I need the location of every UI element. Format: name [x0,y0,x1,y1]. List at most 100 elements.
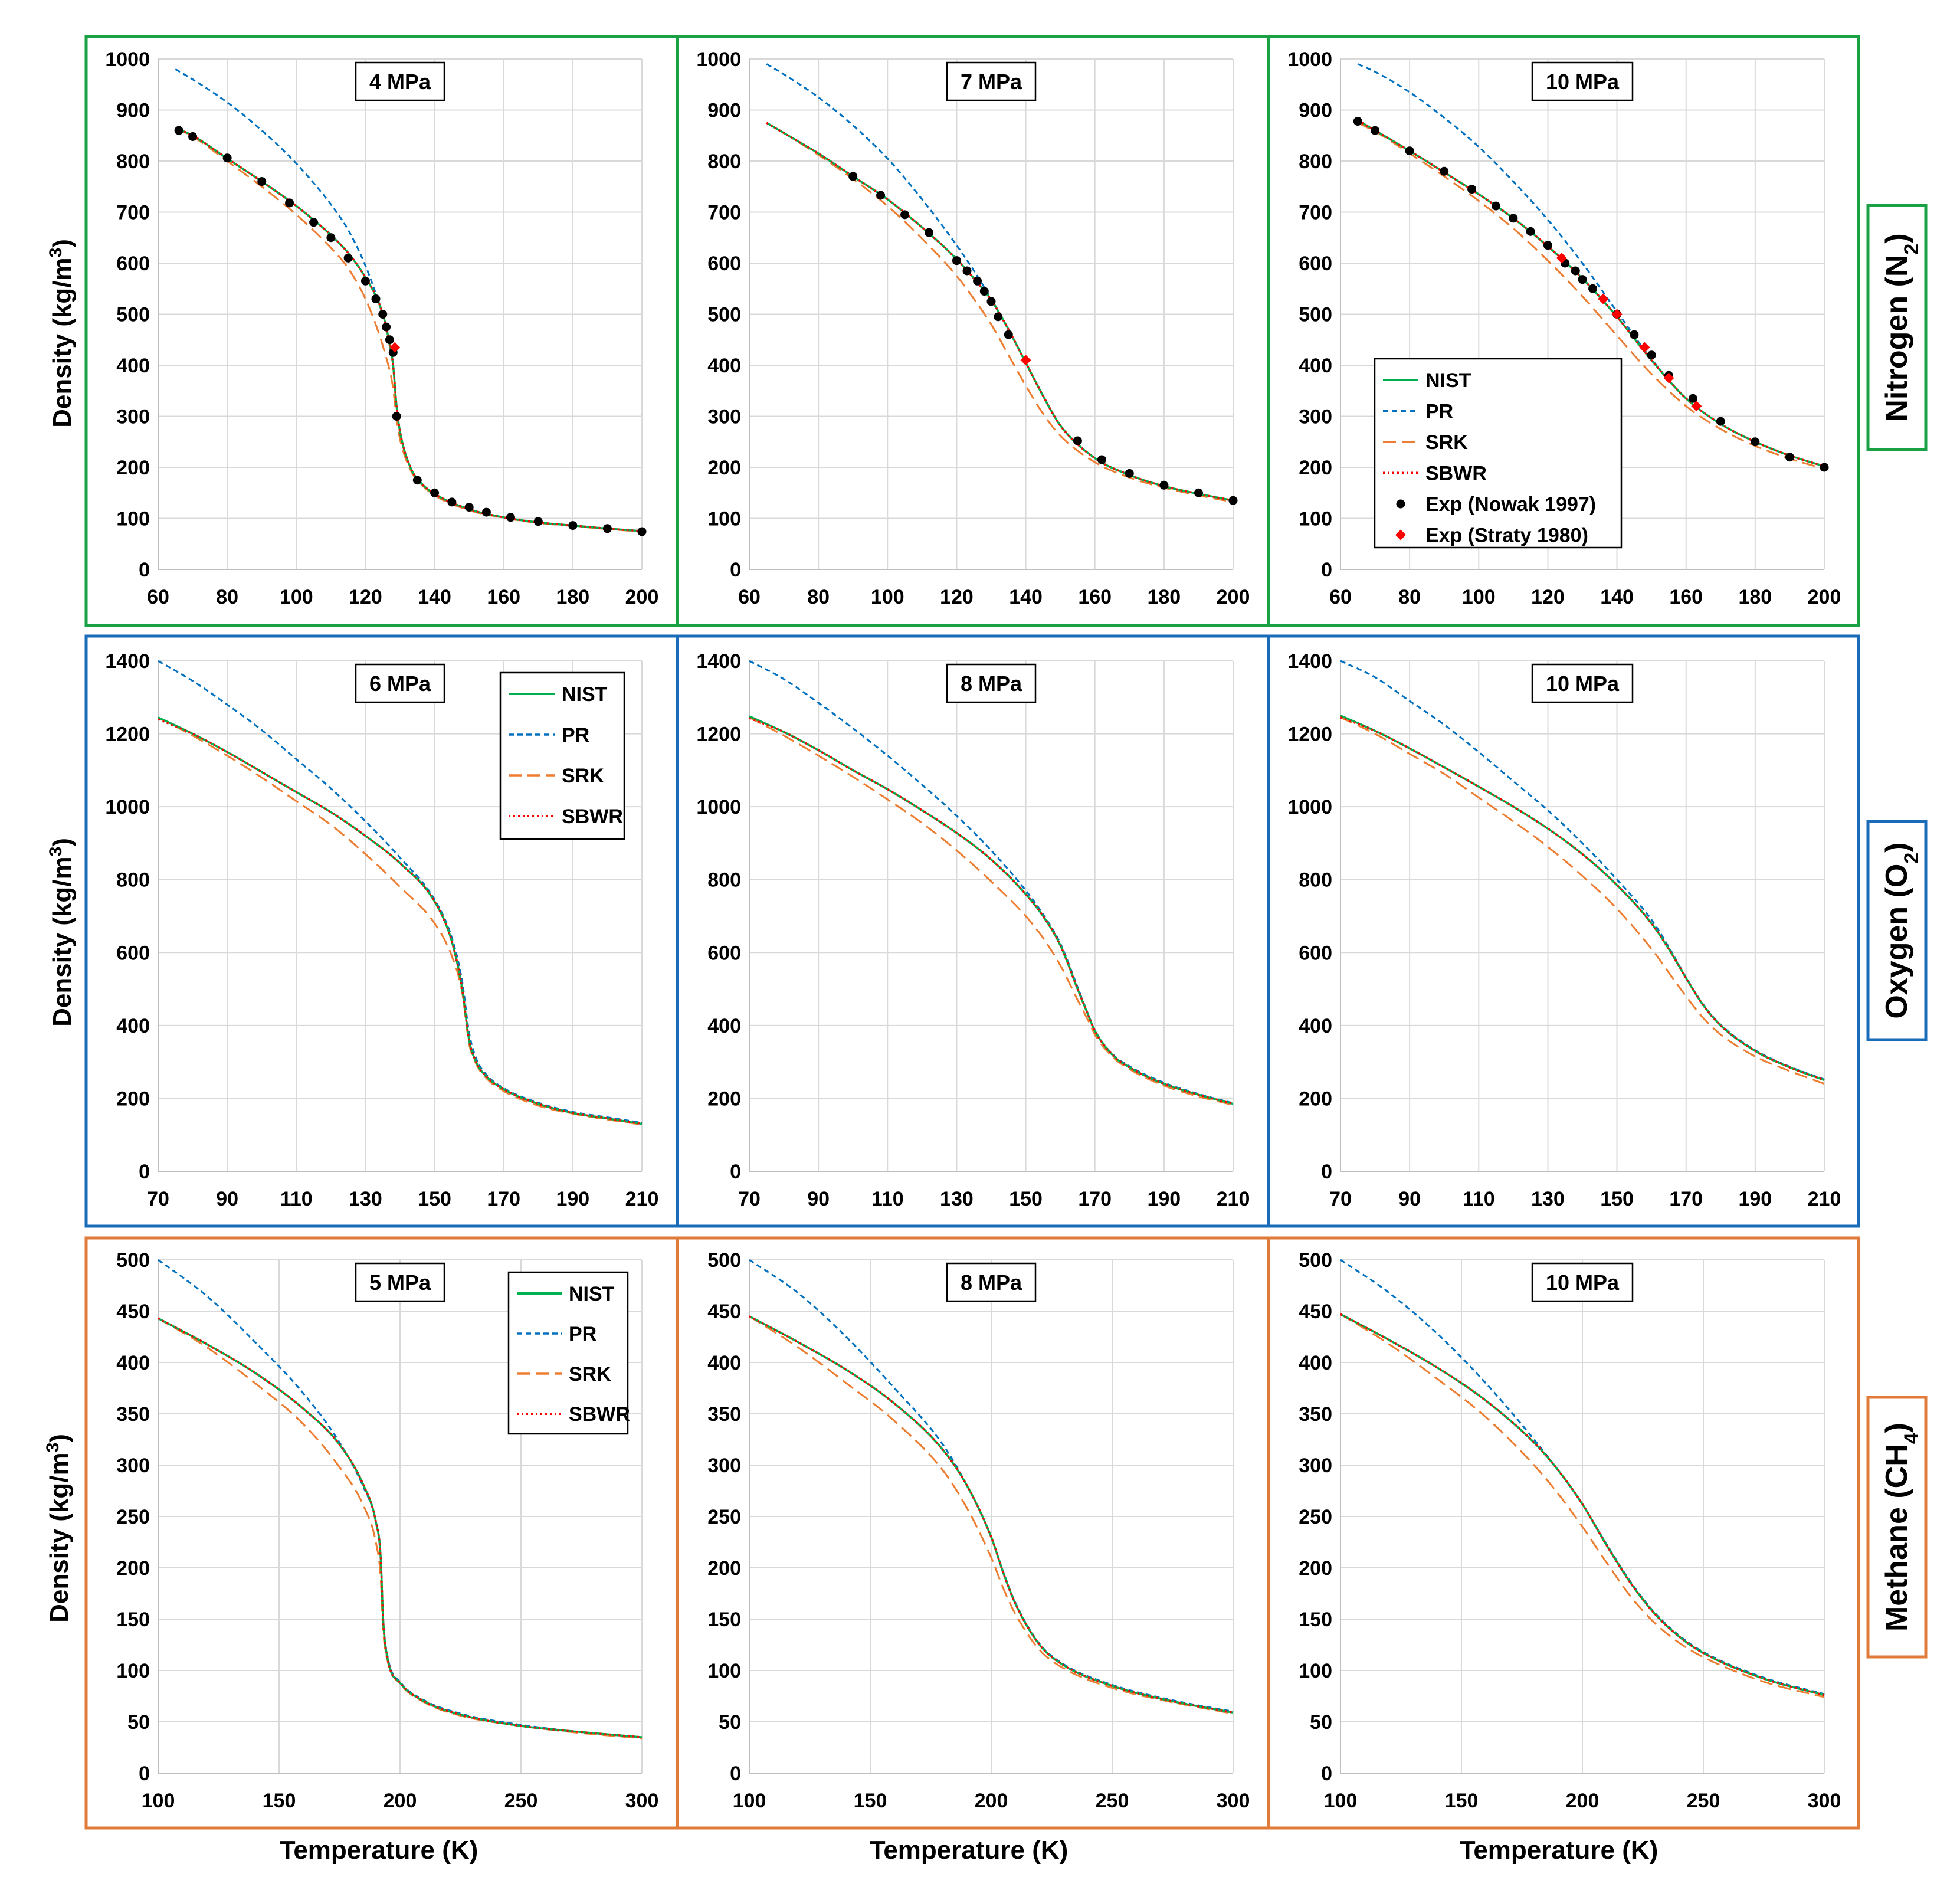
x-tick-label: 150 [854,1790,887,1812]
series-line-srk [1357,122,1825,470]
legend-label-nowak: Exp (Nowak 1997) [1425,493,1596,516]
exp-point-nowak [952,256,961,266]
exp-point-nowak [1097,455,1106,464]
exp-point-nowak [1159,480,1169,490]
x-tick-label: 250 [1096,1790,1129,1812]
series-line-srk [1340,716,1825,1085]
y-tick-label: 400 [116,355,150,377]
series-line-pr [1340,660,1825,1080]
exp-point-nowak [371,294,381,304]
panel-title: 10 MPa [1546,671,1620,696]
exp-point-nowak [174,126,183,135]
y-tick-label: 350 [707,1403,741,1426]
exp-point-straty [1598,293,1609,304]
exp-point-nowak [385,335,394,345]
exp-point-nowak [994,312,1003,322]
exp-point-nowak [1647,350,1656,360]
series-line-nist [158,1317,643,1738]
exp-point-nowak [973,276,982,286]
y-tick-label: 400 [116,1352,150,1374]
panel-title-box [946,61,1037,101]
y-tick-label: 100 [1299,1660,1332,1682]
panel-title: 10 MPa [1546,70,1620,94]
legend-label-srk: SRK [569,1363,611,1385]
y-tick-label: 500 [116,1249,150,1272]
y-tick-label: 300 [1299,406,1332,428]
y-tick-label: 600 [707,942,741,964]
y-tick-label: 300 [707,1455,741,1477]
x-tick-label: 100 [733,1790,766,1812]
exp-point-nowak [876,191,886,200]
exp-point-nowak [1785,453,1794,462]
legend-label-pr: PR [562,724,589,746]
x-tick-label: 300 [1808,1790,1841,1812]
exp-point-nowak [1371,126,1380,135]
y-tick-label: 0 [139,559,150,581]
x-tick-label: 300 [1217,1790,1250,1812]
exp-point-nowak [637,527,647,536]
legend-marker-nowak [1396,499,1405,509]
panel-title: 4 MPa [369,70,431,94]
panel-title: 8 MPa [961,671,1022,696]
x-tick-label: 120 [1531,586,1565,608]
panel-nitrogen-3: 0 100 200 300 400 500 600 700 800 900 1000 60 80 100 1… [1287,48,1841,608]
y-tick-label: 1200 [696,723,741,746]
legend-nitrogen: NIST PR SRK SBWR Exp (Nowak 1997) Exp (Straty… [1374,358,1623,549]
x-tick-label: 200 [625,586,659,608]
y-tick-label: 500 [1299,304,1332,326]
x-tick-label: 90 [216,1188,238,1210]
series-line-nist [1340,1313,1825,1696]
exp-point-nowak [378,310,388,319]
legend-label-sbwr: SBWR [569,1403,630,1426]
row-label-methane-text: Methane (CH4) [1880,1423,1923,1632]
y-tick-label: 1000 [1287,48,1332,71]
series-line-nist [766,122,1234,502]
y-tick-label: 1400 [1287,650,1332,673]
exp-point-nowak [1588,284,1598,293]
y-tick-label: 200 [707,1087,741,1110]
panel-title-box [355,61,445,101]
y-tick-label: 150 [1299,1609,1332,1631]
series-line-nist [175,127,643,532]
y-tick-label: 600 [116,253,150,275]
exp-point-nowak [412,476,422,485]
exp-point-nowak [602,524,612,533]
legend-methane: NIST PR SRK SBWR [507,1271,630,1435]
x-tick-label: 100 [280,586,313,608]
legend-oxygen: NIST PR SRK SBWR [499,671,625,840]
x-tick-label: 90 [807,1188,830,1210]
legend-label-pr: PR [1425,401,1453,423]
y-tick-label: 400 [116,1015,150,1037]
exp-point-nowak [1004,330,1013,339]
x-tick-label: 110 [871,1188,904,1210]
series-line-sbwr [175,127,643,532]
xlabel-middle: Temperature (K) [870,1836,1069,1865]
ylabel-methane: Density (kg/m3) [43,1434,74,1623]
exp-point-nowak [979,287,989,296]
series-line-srk [175,127,643,533]
y-tick-label: 200 [1299,1087,1332,1110]
legend-box [499,671,625,840]
y-tick-label: 900 [1299,100,1332,122]
exp-point-nowak [464,502,474,512]
series-line-srk [749,716,1234,1106]
x-tick-label: 70 [1329,1188,1352,1210]
legend-label-nist: NIST [569,1283,615,1305]
y-tick-label: 500 [116,304,150,326]
x-tick-label: 150 [1009,1188,1043,1210]
y-tick-label: 800 [116,150,150,173]
exp-point-nowak [1688,394,1697,403]
y-tick-label: 100 [116,508,150,530]
y-tick-label: 250 [116,1506,150,1528]
exp-point-nowak [962,266,972,276]
exp-point-nowak [1571,266,1580,276]
y-tick-label: 1400 [696,650,741,673]
x-tick-label: 160 [1669,586,1703,608]
legend-box [1374,358,1623,549]
y-tick-label: 600 [1299,253,1332,275]
panel-title: 10 MPa [1546,1270,1620,1295]
legend-label-pr: PR [569,1323,596,1345]
x-tick-label: 250 [504,1790,538,1812]
y-tick-label: 800 [1299,869,1332,892]
